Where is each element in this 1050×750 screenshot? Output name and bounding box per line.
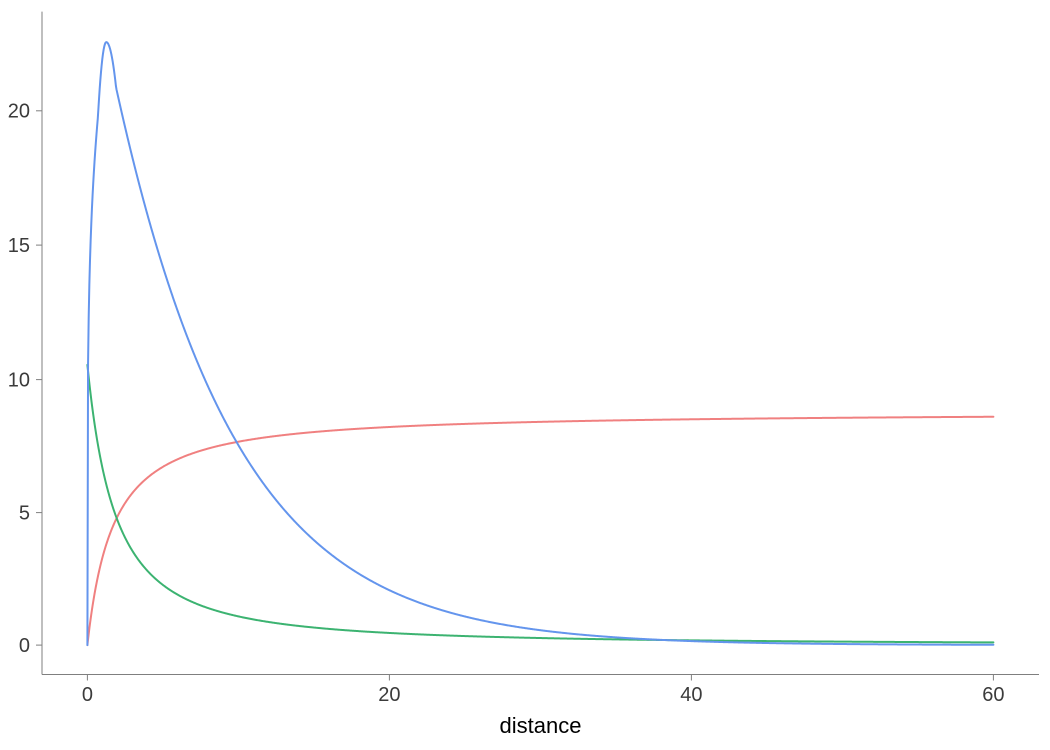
- svg-text:0: 0: [19, 635, 30, 657]
- svg-text:0: 0: [82, 684, 93, 706]
- svg-text:5: 5: [19, 503, 30, 525]
- svg-text:20: 20: [8, 101, 30, 123]
- svg-text:60: 60: [982, 684, 1004, 706]
- svg-text:distance: distance: [500, 713, 582, 738]
- svg-text:10: 10: [8, 370, 30, 392]
- svg-text:20: 20: [378, 684, 400, 706]
- svg-text:15: 15: [8, 235, 30, 257]
- svg-text:40: 40: [680, 684, 702, 706]
